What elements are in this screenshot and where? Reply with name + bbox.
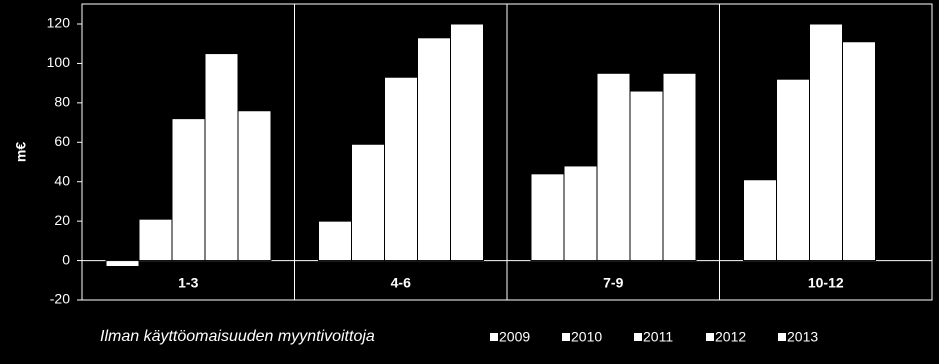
legend-label: 2009 <box>499 329 530 345</box>
legend-label: 2012 <box>715 329 746 345</box>
bar <box>596 72 631 262</box>
y-axis-label: m€ <box>13 142 29 162</box>
bar <box>204 53 239 262</box>
y-tick-label: 0 <box>62 251 70 267</box>
legend-swatch <box>634 333 642 341</box>
legend-label: 2013 <box>787 329 818 345</box>
y-tick-label: 20 <box>54 212 70 228</box>
bar <box>237 110 272 262</box>
bar <box>417 37 451 262</box>
y-tick-label: 80 <box>54 94 70 110</box>
legend-label: 2011 <box>643 329 673 345</box>
x-tick-label: 7-9 <box>603 275 623 291</box>
bar <box>842 41 876 262</box>
bar <box>171 118 206 262</box>
x-tick-label: 1-3 <box>178 275 198 291</box>
bar <box>530 173 565 262</box>
bar <box>662 72 697 262</box>
bar <box>809 23 843 262</box>
legend-swatch <box>562 333 570 341</box>
bar <box>318 220 352 262</box>
bar <box>105 260 140 267</box>
bar <box>351 143 385 262</box>
annotation: Ilman käyttöomaisuuden myyntivoittoja <box>100 328 375 345</box>
y-tick-label: 40 <box>54 172 70 188</box>
legend-swatch <box>490 333 498 341</box>
legend-swatch <box>706 333 714 341</box>
bar <box>743 179 777 262</box>
x-tick-label: 4-6 <box>391 275 411 291</box>
legend-swatch <box>778 333 786 341</box>
y-tick-label: 120 <box>47 15 71 31</box>
x-tick-label: 10-12 <box>808 275 844 291</box>
bar <box>384 76 418 262</box>
legend-label: 2010 <box>571 329 602 345</box>
y-tick-label: 60 <box>54 133 70 149</box>
y-tick-label: 100 <box>47 54 71 70</box>
bar <box>776 78 810 262</box>
bar <box>629 90 664 262</box>
bar <box>563 165 598 262</box>
y-tick-label: -20 <box>50 291 70 307</box>
bar <box>450 23 484 262</box>
bar <box>138 218 173 262</box>
